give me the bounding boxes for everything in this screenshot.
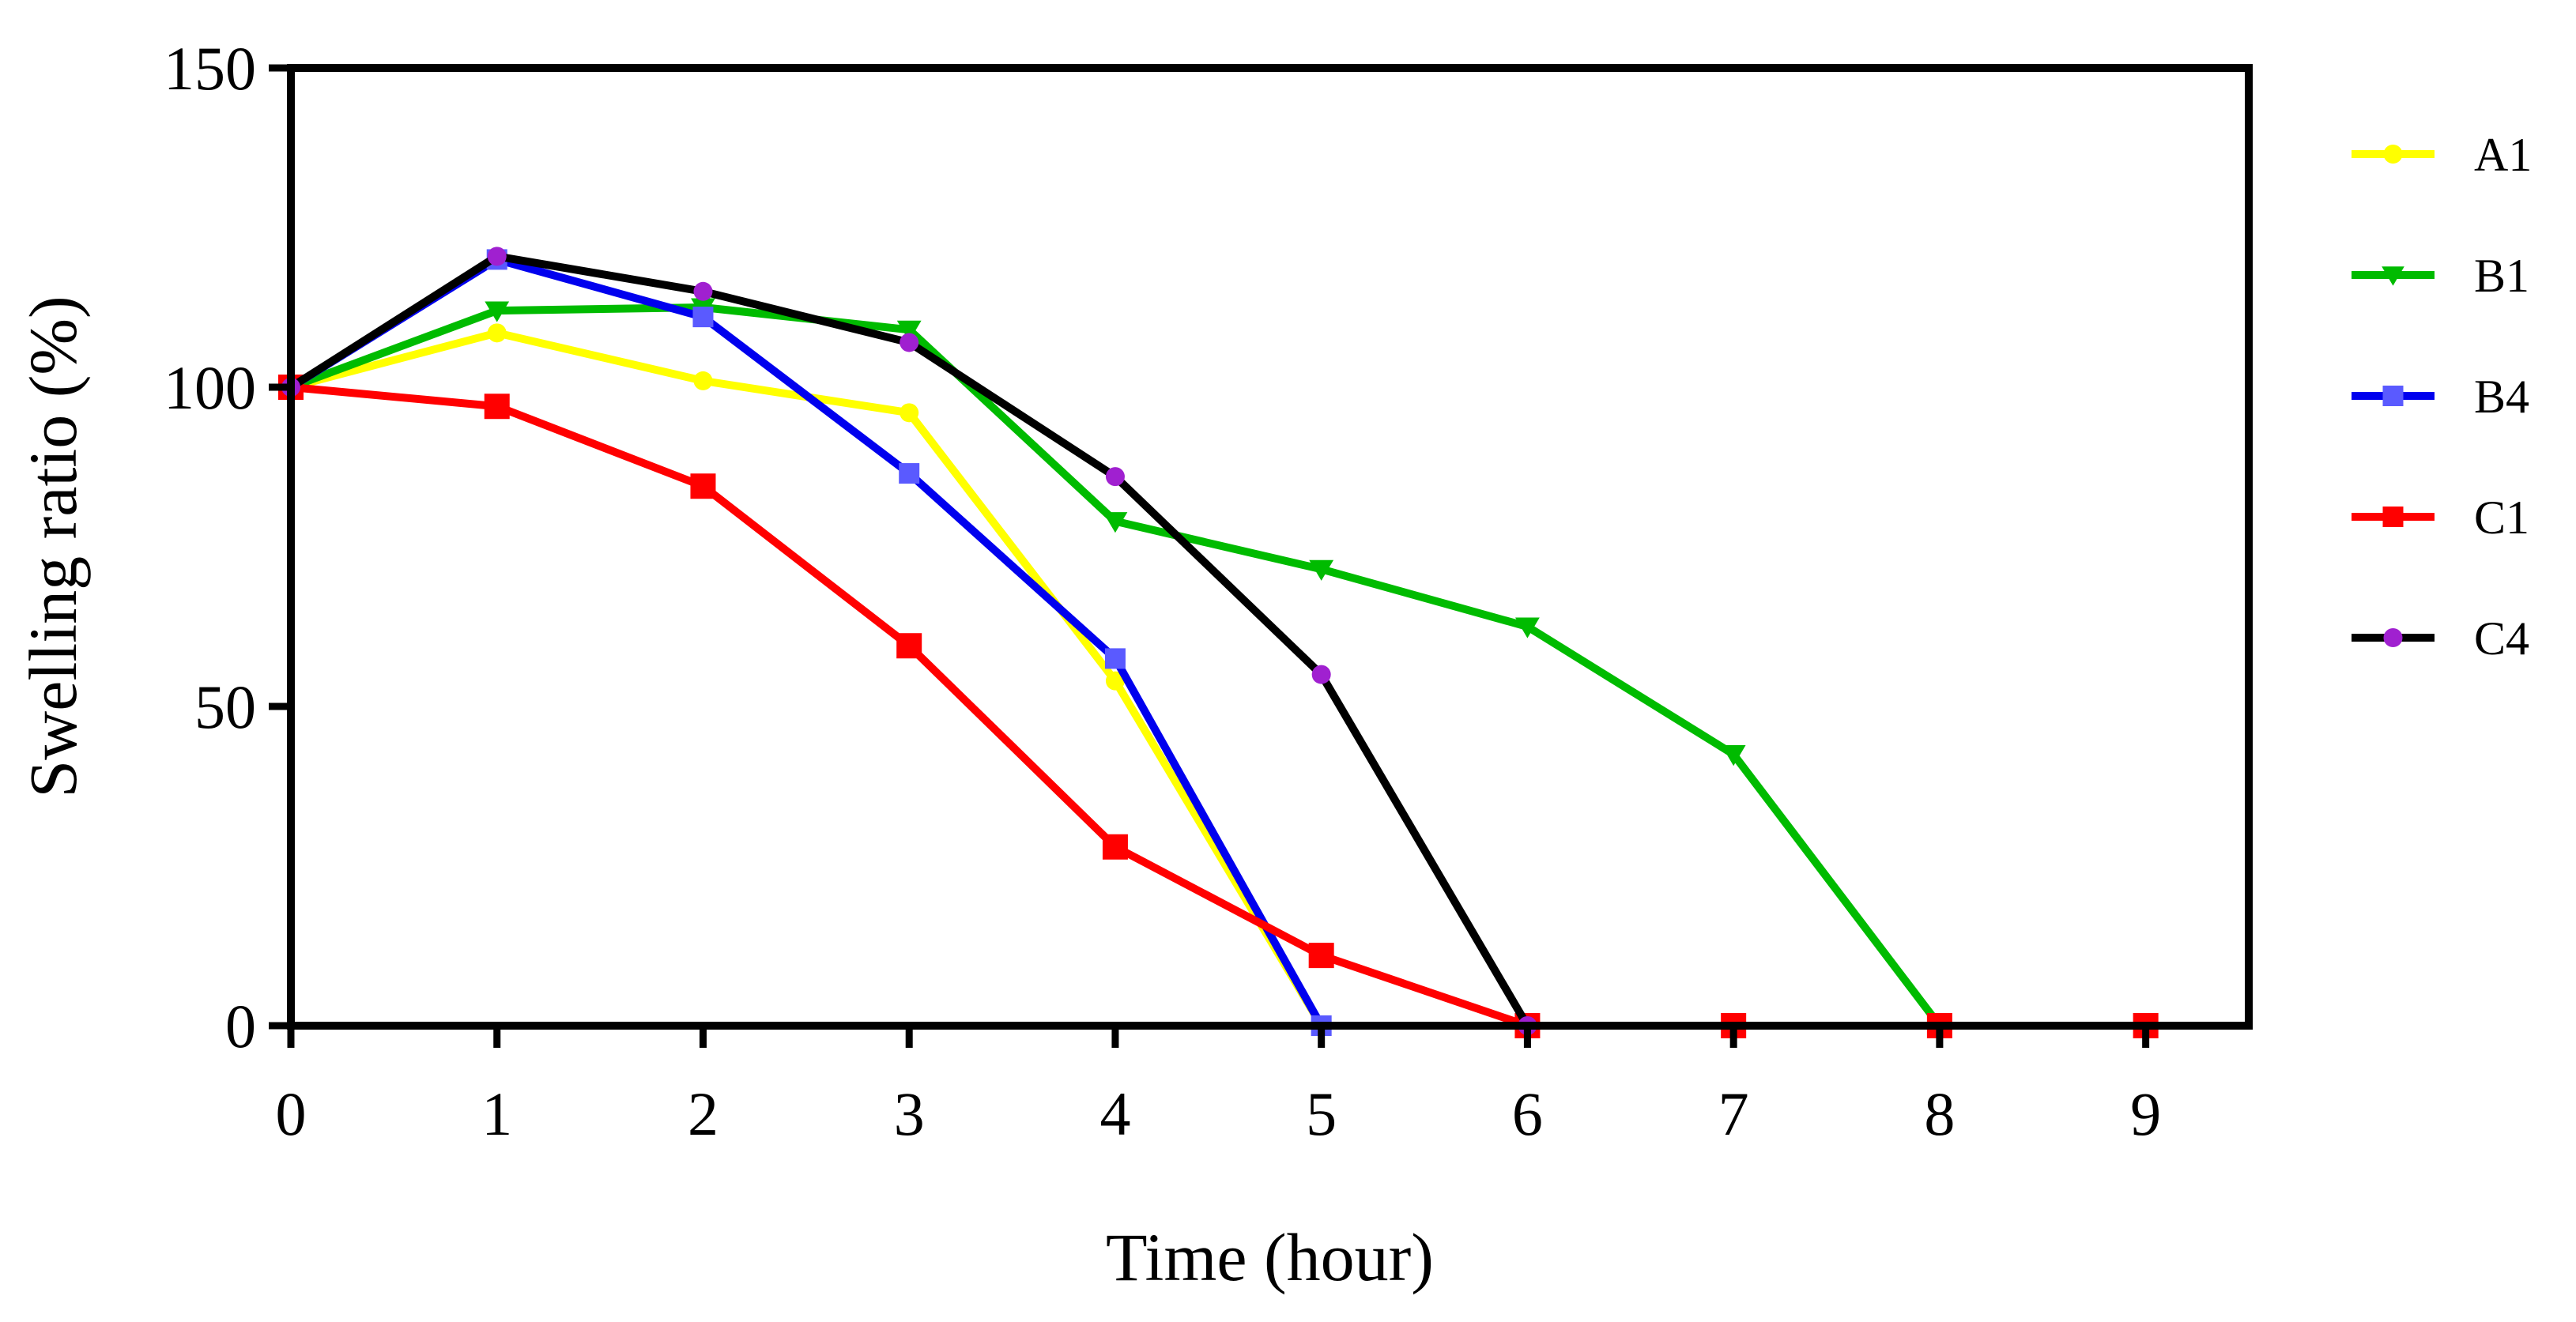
data-point-a1-1 [487, 323, 507, 343]
series-b1 [278, 298, 1952, 1038]
series-line-b4 [287, 255, 1326, 1030]
y-tick-label: 50 [194, 672, 256, 741]
y-axis-title: Swelling ratio (%) [15, 296, 91, 797]
legend-item-b1: B1 [2352, 250, 2529, 302]
x-tick-label: 8 [1924, 1079, 1955, 1148]
data-point-c1-1 [484, 394, 510, 420]
legend-label: C4 [2474, 612, 2529, 665]
data-point-c4-4 [1105, 467, 1125, 487]
x-tick-label: 2 [688, 1079, 718, 1148]
data-point-b1-3 [896, 320, 922, 341]
plot-area [278, 247, 2159, 1038]
series-b4 [281, 249, 1332, 1036]
data-point-c4-1 [487, 247, 507, 266]
legend-label: B1 [2474, 250, 2529, 302]
data-point-b1-7 [1721, 745, 1746, 766]
plot-frame [287, 64, 2253, 1030]
series-a1 [281, 323, 1537, 1035]
y-tick-label: 100 [164, 353, 256, 422]
axes: 0 1 2 3 4 5 6 7 8 9 0 50 100 150 [164, 34, 2253, 1148]
data-point-c1-2 [690, 473, 716, 499]
legend: A1 B1 B4 C1 C4 [2352, 129, 2532, 665]
legend-swatch-marker [2383, 145, 2403, 164]
legend-swatch-marker [2382, 386, 2404, 406]
data-point-c1-5 [1308, 943, 1334, 969]
series-c4 [281, 247, 1537, 1035]
data-point-c4-3 [900, 333, 919, 352]
legend-item-a1: A1 [2352, 129, 2532, 181]
legend-label: A1 [2474, 129, 2532, 181]
legend-item-b4: B4 [2352, 371, 2529, 423]
data-point-c1-3 [896, 633, 922, 659]
x-tick-label: 9 [2130, 1079, 2161, 1148]
x-tick-label: 5 [1306, 1079, 1337, 1148]
x-tick-label: 6 [1512, 1079, 1543, 1148]
data-point-a1-2 [693, 371, 713, 390]
data-point-c4-5 [1311, 665, 1331, 684]
x-tick-label: 0 [276, 1079, 307, 1148]
x-tick-label: 1 [481, 1079, 512, 1148]
x-tick-label: 7 [1718, 1079, 1749, 1148]
legend-swatch-marker [2383, 628, 2403, 647]
legend-label: B4 [2474, 371, 2529, 423]
y-tick-label: 0 [225, 992, 256, 1060]
data-point-c4-2 [693, 281, 713, 301]
x-axis-title: Time (hour) [1106, 1219, 1434, 1295]
x-tick-label: 3 [894, 1079, 925, 1148]
data-point-b1-1 [485, 301, 510, 322]
data-point-b1-5 [1309, 559, 1334, 581]
legend-swatch-marker [2382, 266, 2404, 286]
legend-item-c1: C1 [2352, 492, 2529, 544]
data-point-b1-4 [1103, 512, 1128, 533]
data-point-a1-4 [1105, 671, 1125, 691]
legend-label: C1 [2474, 492, 2529, 544]
data-point-a1-3 [900, 403, 919, 423]
series-line-a1 [287, 329, 1532, 1030]
y-tick-label: 150 [164, 34, 256, 103]
x-tick-label: 4 [1099, 1079, 1130, 1148]
data-point-b4-2 [692, 307, 714, 328]
legend-swatch-marker [2382, 507, 2404, 527]
data-point-b1-6 [1515, 617, 1540, 638]
legend-item-c4: C4 [2352, 612, 2529, 665]
data-point-c1-4 [1102, 834, 1128, 860]
data-point-b4-4 [1104, 648, 1126, 669]
data-point-b4-3 [899, 463, 920, 484]
